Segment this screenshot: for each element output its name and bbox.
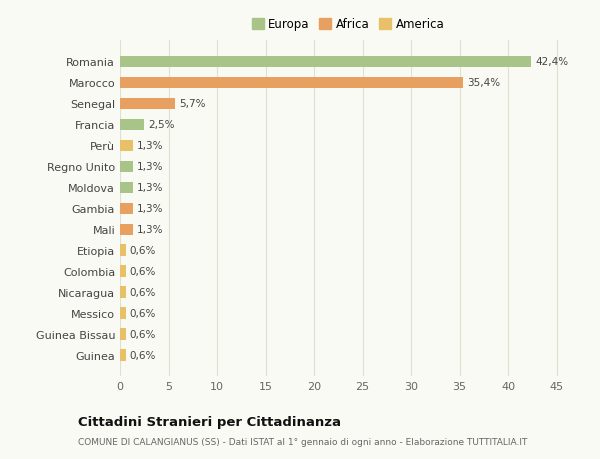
Text: 5,7%: 5,7%: [179, 99, 206, 109]
Text: 1,3%: 1,3%: [136, 162, 163, 172]
Text: 0,6%: 0,6%: [130, 288, 156, 297]
Bar: [120, 203, 133, 215]
Bar: [120, 182, 133, 194]
Text: 42,4%: 42,4%: [535, 57, 568, 67]
Text: 0,6%: 0,6%: [130, 330, 156, 340]
Bar: [120, 78, 463, 89]
Legend: Europa, Africa, America: Europa, Africa, America: [247, 14, 449, 36]
Text: COMUNE DI CALANGIANUS (SS) - Dati ISTAT al 1° gennaio di ogni anno - Elaborazion: COMUNE DI CALANGIANUS (SS) - Dati ISTAT …: [78, 437, 527, 446]
Bar: [120, 308, 126, 319]
Text: Cittadini Stranieri per Cittadinanza: Cittadini Stranieri per Cittadinanza: [78, 415, 341, 428]
Bar: [120, 287, 126, 298]
Bar: [120, 98, 175, 110]
Text: 0,6%: 0,6%: [130, 267, 156, 277]
Text: 1,3%: 1,3%: [136, 225, 163, 235]
Bar: [120, 245, 126, 257]
Bar: [120, 119, 144, 131]
Text: 2,5%: 2,5%: [148, 120, 175, 130]
Bar: [120, 161, 133, 173]
Bar: [120, 140, 133, 152]
Text: 1,3%: 1,3%: [136, 141, 163, 151]
Text: 1,3%: 1,3%: [136, 204, 163, 214]
Bar: [120, 266, 126, 277]
Bar: [120, 350, 126, 361]
Bar: [120, 224, 133, 235]
Text: 1,3%: 1,3%: [136, 183, 163, 193]
Text: 0,6%: 0,6%: [130, 308, 156, 319]
Bar: [120, 329, 126, 340]
Text: 0,6%: 0,6%: [130, 246, 156, 256]
Bar: [120, 56, 532, 68]
Text: 0,6%: 0,6%: [130, 350, 156, 360]
Text: 35,4%: 35,4%: [467, 78, 500, 88]
